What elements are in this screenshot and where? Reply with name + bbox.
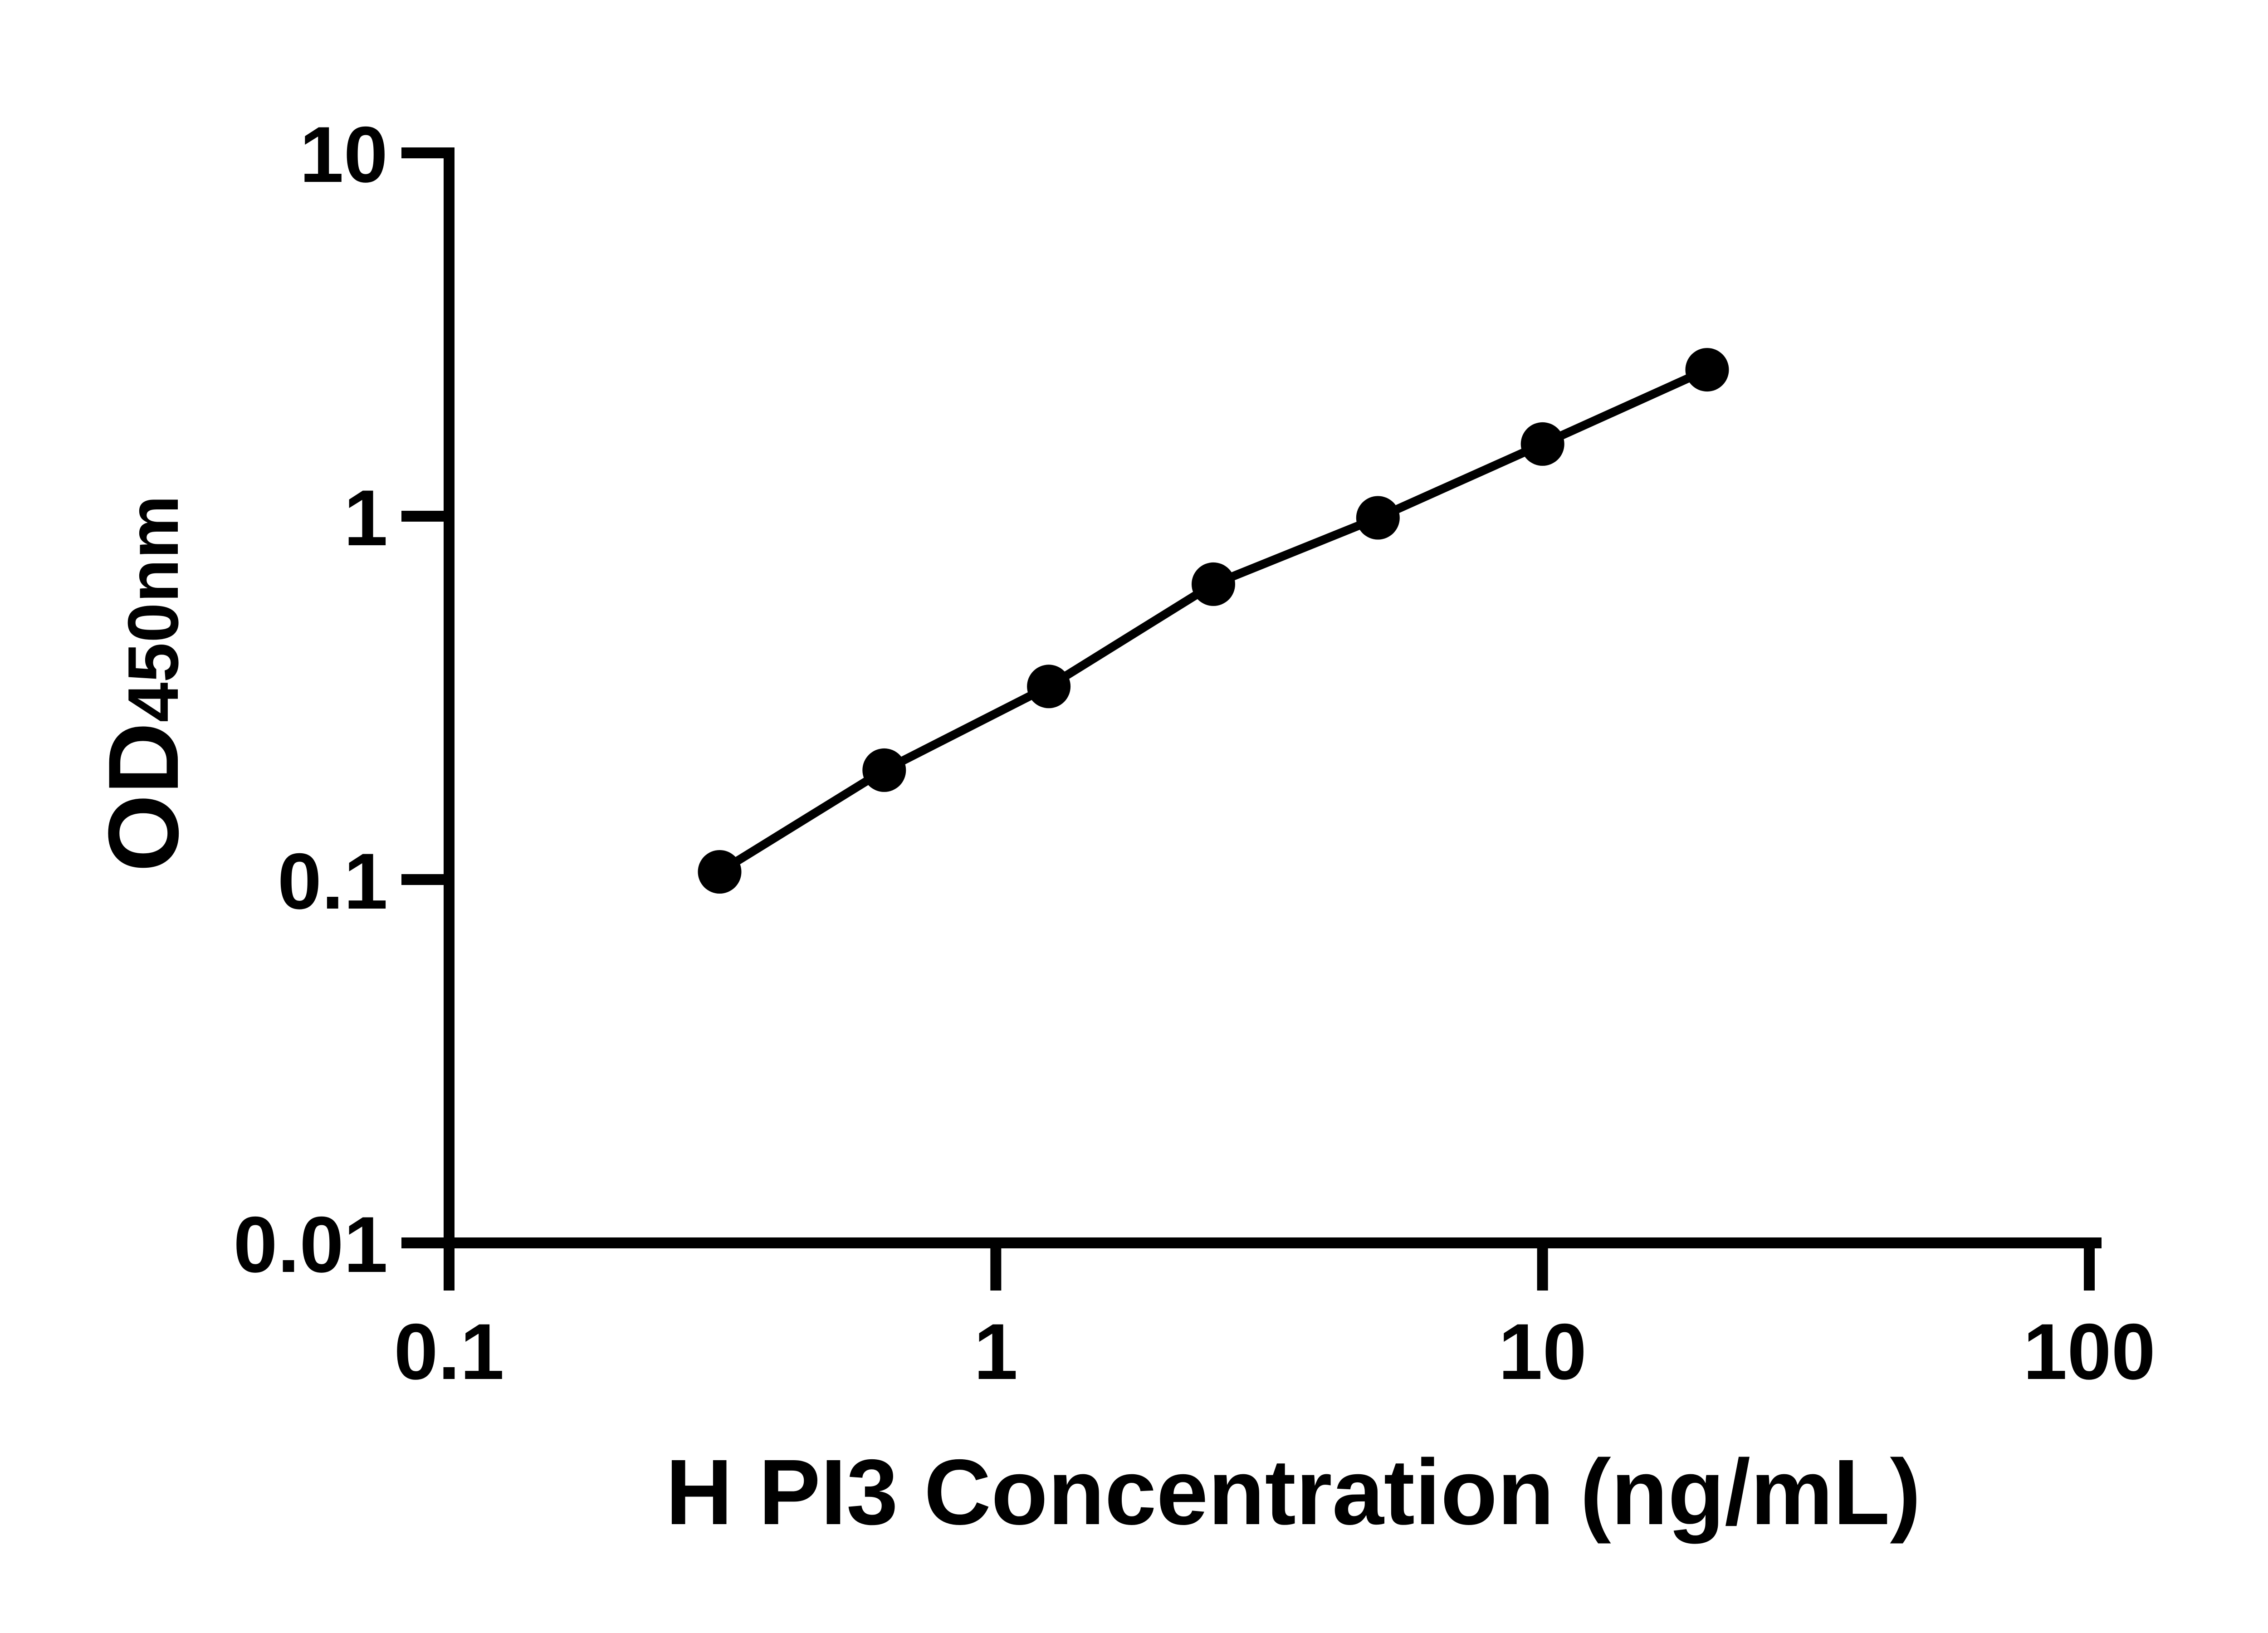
data-point bbox=[1685, 348, 1729, 392]
y-tick-label: 0.1 bbox=[278, 837, 388, 926]
y-tick-label: 1 bbox=[344, 474, 388, 562]
y-tick-label: 10 bbox=[299, 111, 388, 199]
y-axis-title-subscript: 450nm bbox=[113, 495, 193, 723]
data-point bbox=[1192, 562, 1235, 606]
y-axis-title-main: OD bbox=[88, 722, 199, 872]
y-tick-label: 0.01 bbox=[233, 1201, 388, 1289]
x-tick-label: 1 bbox=[974, 1308, 1018, 1396]
data-point bbox=[1520, 422, 1564, 466]
x-tick-label: 100 bbox=[2023, 1308, 2156, 1396]
x-tick-label: 10 bbox=[1498, 1308, 1587, 1396]
data-point bbox=[1356, 496, 1400, 540]
data-point bbox=[862, 748, 906, 792]
axes-layer bbox=[401, 147, 2102, 1291]
x-axis-title: H PI3 Concentration (ng/mL) bbox=[665, 1440, 1921, 1544]
data-point bbox=[698, 850, 742, 894]
y-axis-title: OD450nm bbox=[88, 495, 199, 872]
data-series-layer bbox=[698, 348, 1729, 894]
x-tick-label: 0.1 bbox=[394, 1308, 504, 1396]
data-point bbox=[1027, 665, 1071, 709]
